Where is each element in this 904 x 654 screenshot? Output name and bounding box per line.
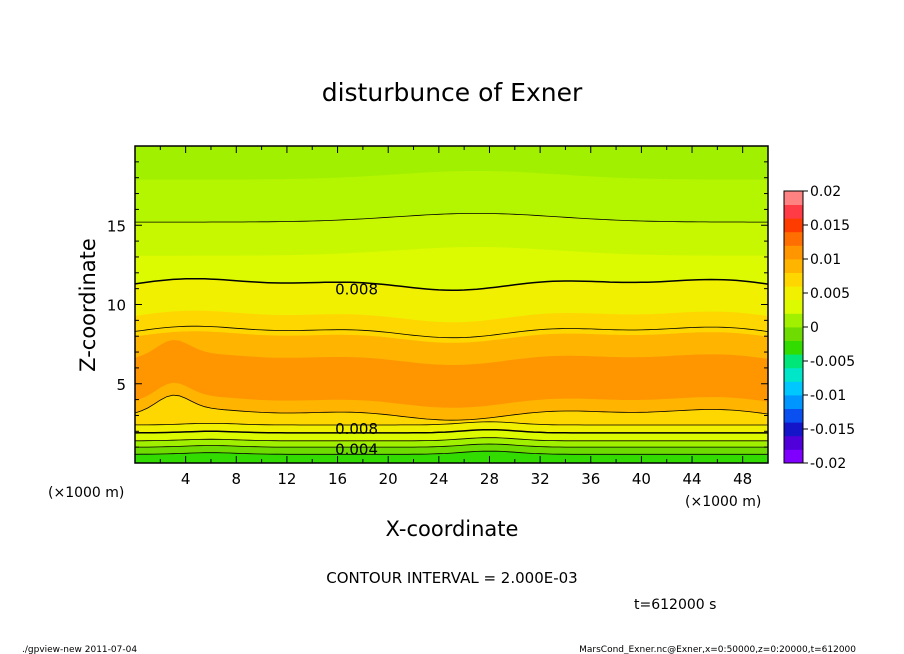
colorbar-segment <box>784 367 803 382</box>
colorbar-segment <box>784 272 803 287</box>
colorbar-segment <box>784 286 803 301</box>
colorbar: 0.02 0.015 0.01 0.005 0 -0.005 -0.01 -0.015 -0.0… <box>784 184 855 472</box>
contour-label: 0.008 <box>335 420 378 438</box>
contour-line <box>135 437 768 442</box>
colorbar-segment <box>784 299 803 314</box>
colorbar-segment <box>784 408 803 423</box>
contour-line <box>135 450 768 455</box>
footer-right: MarsCond_Exner.nc@Exner,x=0:50000,z=0:20… <box>579 645 856 654</box>
colorbar-segment <box>784 313 803 328</box>
colorbar-tick-label: -0.005 <box>810 354 855 370</box>
x-tick-label: 8 <box>232 470 242 488</box>
y-axis-label: Z-coordinate <box>76 238 100 372</box>
colorbar-segment <box>784 340 803 355</box>
colorbar-segment <box>784 449 803 464</box>
colorbar-tick-label: 0.005 <box>810 286 850 302</box>
contour-label: 0.008 <box>335 281 378 299</box>
contour-line <box>135 277 768 291</box>
contour-interval-text: CONTOUR INTERVAL = 2.000E-03 <box>326 569 577 587</box>
y-tick-label: 5 <box>116 376 126 394</box>
contour-line <box>135 428 768 434</box>
chart-title: disturbunce of Exner <box>322 78 583 107</box>
colorbar-segment <box>784 231 803 246</box>
contour-line <box>135 443 768 448</box>
colorbar-tick-label: -0.015 <box>810 422 855 438</box>
contour-line <box>135 394 768 421</box>
colorbar-tick-label: 0.015 <box>810 218 850 234</box>
x-tick-label: 32 <box>531 470 550 488</box>
x-tick-label: 24 <box>429 470 448 488</box>
y-tick-label: 15 <box>107 217 126 235</box>
contour-lines: 0.008 0.008 0.004 <box>135 213 768 459</box>
colorbar-segment <box>784 191 803 205</box>
colorbar-segment <box>784 218 803 233</box>
plot-area <box>135 146 768 463</box>
colorbar-segment <box>784 435 803 450</box>
colorbar-tick-label: -0.02 <box>810 456 846 472</box>
colorbar-frame <box>783 190 804 464</box>
colorbar-segment <box>784 422 803 437</box>
x-axis-label: X-coordinate <box>386 517 519 541</box>
colorbar-segment <box>784 381 803 396</box>
x-tick-label: 48 <box>733 470 752 488</box>
time-text: t=612000 s <box>634 597 716 613</box>
colorbar-segment <box>784 354 803 369</box>
colorbar-segment <box>784 259 803 273</box>
x-tick-label: 16 <box>328 470 347 488</box>
contour-label: 0.004 <box>335 441 378 459</box>
colorbar-segment <box>784 327 803 341</box>
x-tick-label: 40 <box>632 470 651 488</box>
contour-line <box>135 421 768 426</box>
x-tick-label: 44 <box>682 470 701 488</box>
y-unit-label: (×1000 m) <box>48 485 124 501</box>
colorbar-segment <box>784 245 803 260</box>
contour-line <box>135 213 768 223</box>
footer-left: ./gpview-new 2011-07-04 <box>22 645 137 654</box>
colorbar-tick-label: -0.01 <box>810 388 846 404</box>
x-tick-label: 4 <box>181 470 191 488</box>
colorbar-tick-label: 0.01 <box>810 252 841 268</box>
colorbar-tick-label: 0.02 <box>810 184 841 200</box>
colorbar-segment <box>784 395 803 409</box>
colorbar-tick-label: 0 <box>810 320 819 336</box>
y-tick-label: 10 <box>107 297 126 315</box>
contour-line <box>135 325 768 339</box>
x-tick-label: 28 <box>480 470 499 488</box>
x-axis: 4 8 12 16 20 24 28 32 36 40 44 48 <box>159 146 752 488</box>
contour-band <box>135 146 768 180</box>
colorbar-segment <box>784 204 803 219</box>
x-tick-label: 36 <box>581 470 600 488</box>
x-unit-label: (×1000 m) <box>685 494 761 510</box>
y-axis: 5 10 15 <box>107 161 768 448</box>
x-tick-label: 12 <box>277 470 296 488</box>
x-tick-label: 20 <box>379 470 398 488</box>
